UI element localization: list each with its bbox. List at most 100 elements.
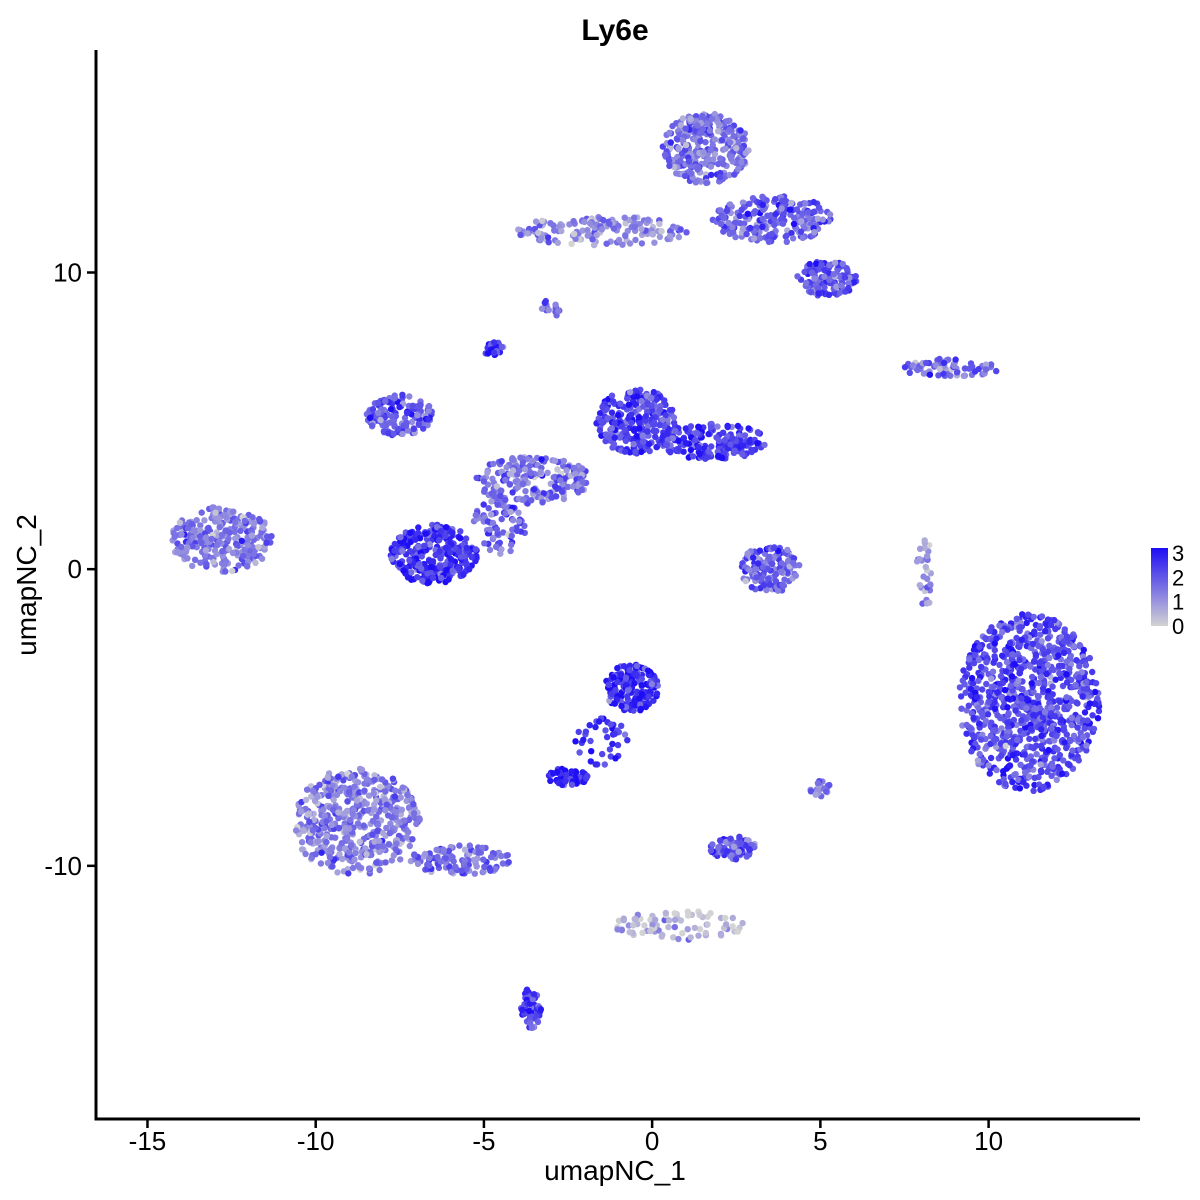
scatter-point <box>545 239 552 246</box>
scatter-point <box>499 860 507 867</box>
scatter-point <box>406 393 413 400</box>
scatter-point <box>323 838 330 846</box>
scatter-point <box>685 158 693 165</box>
scatter-point <box>599 750 606 758</box>
scatter-point <box>717 207 724 214</box>
scatter-point <box>630 922 637 929</box>
scatter-point <box>376 866 383 874</box>
scatter-point <box>487 511 495 518</box>
scatter-point <box>708 171 715 179</box>
scatter-point <box>1086 700 1094 707</box>
scatter-point <box>1060 757 1067 764</box>
scatter-point <box>485 505 492 512</box>
scatter-point <box>509 456 516 463</box>
scatter-point <box>540 490 547 497</box>
scatter-point <box>780 210 787 217</box>
scatter-point <box>1009 778 1016 786</box>
scatter-point <box>1030 658 1038 665</box>
scatter-point <box>672 427 679 435</box>
scatter-point <box>1067 737 1074 745</box>
scatter-point <box>726 139 734 146</box>
scatter-point <box>1089 712 1096 719</box>
scatter-point <box>990 659 997 666</box>
scatter-point <box>1051 755 1058 762</box>
scatter-point <box>999 679 1007 687</box>
scatter-point <box>670 419 678 426</box>
scatter-point <box>986 693 993 700</box>
scatter-point <box>729 435 736 442</box>
scatter-point <box>641 922 648 929</box>
scatter-point <box>332 834 339 841</box>
scatter-point <box>1035 679 1043 687</box>
scatter-point <box>966 656 973 663</box>
x-tick-label: -10 <box>297 1126 335 1156</box>
scatter-point <box>737 840 745 847</box>
scatter-point <box>587 737 594 745</box>
scatter-point <box>244 563 251 570</box>
scatter-point <box>696 130 704 137</box>
scatter-point <box>421 542 428 550</box>
scatter-point <box>799 234 806 241</box>
scatter-point <box>961 365 969 372</box>
scatter-point <box>571 230 578 238</box>
scatter-point <box>1002 780 1009 788</box>
scatter-point <box>409 402 416 409</box>
scatter-point <box>826 211 834 218</box>
scatter-point <box>684 926 691 933</box>
scatter-point <box>437 555 444 562</box>
scatter-point <box>268 533 275 540</box>
scatter-point <box>760 206 767 213</box>
scatter-point <box>1052 625 1059 633</box>
scatter-point <box>771 221 778 229</box>
scatter-point <box>538 305 546 312</box>
scatter-point <box>991 705 999 712</box>
scatter-point <box>219 548 226 555</box>
scatter-point <box>437 527 444 535</box>
scatter-point <box>658 227 665 235</box>
scatter-point <box>746 438 753 446</box>
scatter-point <box>530 991 538 998</box>
scatter-point <box>1032 651 1040 658</box>
scatter-point <box>760 582 767 589</box>
scatter-point <box>736 212 743 220</box>
scatter-point <box>471 870 478 877</box>
scatter-point <box>976 643 983 651</box>
scatter-point <box>683 229 690 236</box>
scatter-point <box>202 547 210 554</box>
scatter-point <box>790 214 798 222</box>
scatter-point <box>491 492 498 500</box>
scatter-point <box>640 403 647 410</box>
scatter-point <box>240 552 247 560</box>
scatter-point <box>956 684 964 691</box>
scatter-point <box>913 558 921 565</box>
scatter-point <box>694 122 701 129</box>
scatter-point <box>703 179 710 187</box>
scatter-point <box>569 483 577 490</box>
scatter-point <box>772 196 779 203</box>
x-tick-label: 0 <box>645 1126 659 1156</box>
scatter-point <box>1006 762 1014 769</box>
scatter-point <box>739 451 746 458</box>
scatter-point <box>759 193 766 200</box>
scatter-point <box>747 224 754 232</box>
scatter-point <box>997 740 1005 747</box>
scatter-point <box>524 230 531 237</box>
scatter-point <box>326 853 334 861</box>
scatter-point <box>517 231 524 239</box>
scatter-point <box>1063 744 1070 752</box>
scatter-point <box>1068 714 1076 721</box>
scatter-point <box>1076 674 1083 681</box>
scatter-point <box>969 363 976 370</box>
scatter-point <box>736 432 743 439</box>
scatter-point <box>841 274 849 281</box>
scatter-point <box>789 235 797 242</box>
scatter-point <box>581 218 588 226</box>
scatter-point <box>784 546 791 554</box>
scatter-point <box>210 558 217 566</box>
scatter-point <box>1003 658 1011 666</box>
scatter-point <box>1083 742 1090 749</box>
scatter-point <box>1016 657 1023 664</box>
scatter-point <box>626 389 634 396</box>
scatter-point <box>636 695 643 702</box>
